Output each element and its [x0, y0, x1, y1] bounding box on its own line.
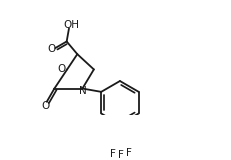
Text: OH: OH	[64, 20, 79, 30]
Text: O: O	[41, 101, 50, 111]
Text: O: O	[57, 64, 66, 74]
Text: N: N	[79, 86, 87, 96]
Text: O: O	[48, 44, 56, 54]
Text: F: F	[110, 149, 116, 159]
Text: F: F	[118, 150, 124, 160]
Text: F: F	[126, 148, 132, 157]
